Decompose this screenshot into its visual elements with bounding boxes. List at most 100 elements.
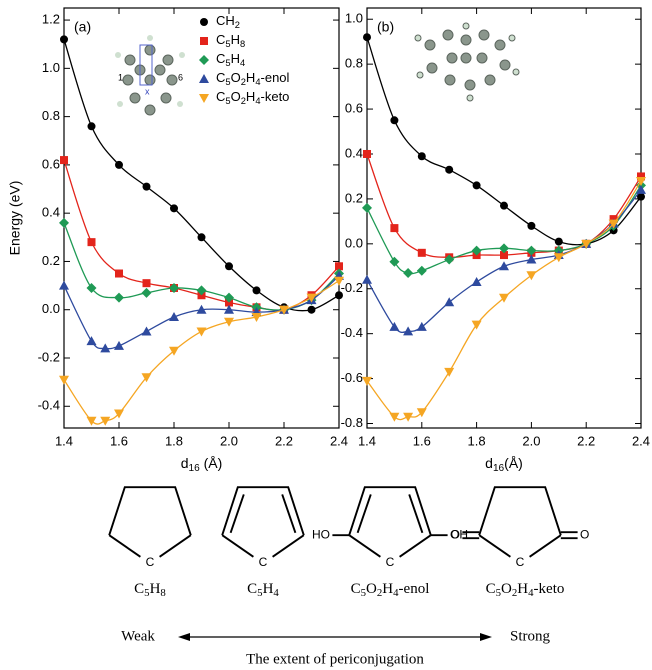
x-tick-label: 2.4 bbox=[330, 433, 348, 448]
x-tick-label: 2.2 bbox=[577, 433, 595, 448]
panel-label: (b) bbox=[377, 19, 394, 35]
marker bbox=[199, 74, 209, 83]
marker bbox=[114, 341, 124, 350]
y-tick-label: -0.6 bbox=[341, 370, 363, 385]
marker bbox=[390, 116, 398, 124]
marker bbox=[472, 277, 482, 286]
scale-caption: The extent of periconjugation bbox=[246, 651, 424, 667]
marker bbox=[115, 161, 123, 169]
marker bbox=[199, 55, 209, 65]
marker bbox=[418, 249, 426, 257]
marker bbox=[198, 233, 206, 241]
marker bbox=[59, 218, 69, 228]
inset-label: 6 bbox=[178, 72, 183, 82]
x-tick-label: 2.2 bbox=[275, 433, 293, 448]
y-tick-label: 0.4 bbox=[42, 205, 60, 220]
y-tick-label: 0.0 bbox=[345, 235, 363, 250]
marker bbox=[363, 33, 371, 41]
inset-molecule-a: 1 6 x bbox=[115, 35, 185, 115]
structure: O C O bbox=[451, 487, 590, 569]
atom-label: C bbox=[386, 555, 395, 569]
scale-right: Strong bbox=[510, 628, 551, 644]
atom-label: O bbox=[451, 527, 460, 541]
x-tick-label: 2.0 bbox=[522, 433, 540, 448]
marker bbox=[143, 183, 151, 191]
marker bbox=[389, 257, 399, 267]
inset-label: 1 bbox=[118, 72, 123, 82]
marker bbox=[403, 268, 413, 278]
inset-label: x bbox=[145, 86, 150, 96]
y-tick-label: -0.4 bbox=[38, 398, 60, 413]
structure: C bbox=[109, 487, 191, 569]
marker bbox=[169, 312, 179, 321]
y-tick-label: -0.4 bbox=[341, 325, 363, 340]
marker bbox=[88, 122, 96, 130]
y-tick-label: 0.6 bbox=[42, 156, 60, 171]
legend-label: C5H4 bbox=[216, 51, 245, 68]
marker bbox=[389, 322, 399, 331]
marker bbox=[100, 417, 110, 426]
marker bbox=[445, 166, 453, 174]
y-tick-label: 0.2 bbox=[345, 190, 363, 205]
y-axis-label: Energy (eV) bbox=[7, 181, 23, 256]
marker bbox=[362, 275, 372, 284]
marker bbox=[142, 288, 152, 298]
marker bbox=[499, 261, 509, 270]
series-line bbox=[367, 190, 641, 332]
panel-label: (a) bbox=[74, 19, 91, 35]
y-tick-label: 0.8 bbox=[345, 56, 363, 71]
x-tick-label: 1.8 bbox=[468, 433, 486, 448]
legend-label: C5O2H4-keto bbox=[216, 89, 289, 106]
atom-label: O bbox=[580, 527, 589, 541]
x-tick-label: 1.4 bbox=[358, 433, 376, 448]
marker bbox=[390, 224, 398, 232]
y-tick-label: -0.8 bbox=[341, 415, 363, 430]
atom-label: HO bbox=[312, 527, 330, 541]
marker bbox=[60, 35, 68, 43]
legend-label: C5H8 bbox=[216, 32, 245, 49]
marker bbox=[418, 152, 426, 160]
marker bbox=[555, 238, 563, 246]
marker bbox=[417, 266, 427, 276]
y-tick-label: 1.0 bbox=[345, 11, 363, 26]
x-tick-label: 1.6 bbox=[110, 433, 128, 448]
y-tick-label: 0.2 bbox=[42, 253, 60, 268]
marker bbox=[115, 270, 123, 278]
marker bbox=[526, 271, 536, 280]
marker bbox=[114, 293, 124, 303]
x-axis-label: d16(Å) bbox=[485, 455, 523, 474]
marker bbox=[363, 150, 371, 158]
y-tick-label: 0.6 bbox=[345, 101, 363, 116]
structure: C bbox=[222, 487, 304, 569]
marker bbox=[253, 286, 261, 294]
x-tick-label: 1.4 bbox=[55, 433, 73, 448]
marker bbox=[472, 321, 482, 330]
x-tick-label: 1.8 bbox=[165, 433, 183, 448]
marker bbox=[88, 238, 96, 246]
marker bbox=[444, 368, 454, 377]
marker bbox=[200, 37, 208, 45]
marker bbox=[200, 18, 208, 26]
structure-label: C5H8 bbox=[134, 581, 166, 599]
legend-label: CH2 bbox=[216, 13, 240, 30]
structure-label: C5H4 bbox=[247, 581, 279, 599]
y-tick-label: -0.2 bbox=[341, 280, 363, 295]
marker bbox=[197, 327, 207, 336]
marker bbox=[87, 336, 97, 345]
marker bbox=[500, 202, 508, 210]
plot-frame bbox=[64, 8, 339, 428]
plot-frame bbox=[367, 8, 641, 428]
marker bbox=[60, 156, 68, 164]
atom-label: C bbox=[259, 555, 268, 569]
marker bbox=[59, 376, 69, 385]
x-axis-label: d16 (Å) bbox=[181, 455, 223, 474]
atom-label: C bbox=[516, 555, 525, 569]
y-tick-label: 0.8 bbox=[42, 108, 60, 123]
series-line bbox=[367, 185, 641, 273]
marker bbox=[170, 204, 178, 212]
marker bbox=[142, 326, 152, 335]
marker bbox=[87, 417, 97, 426]
marker bbox=[199, 94, 209, 103]
marker bbox=[225, 262, 233, 270]
y-tick-label: 1.0 bbox=[42, 60, 60, 75]
